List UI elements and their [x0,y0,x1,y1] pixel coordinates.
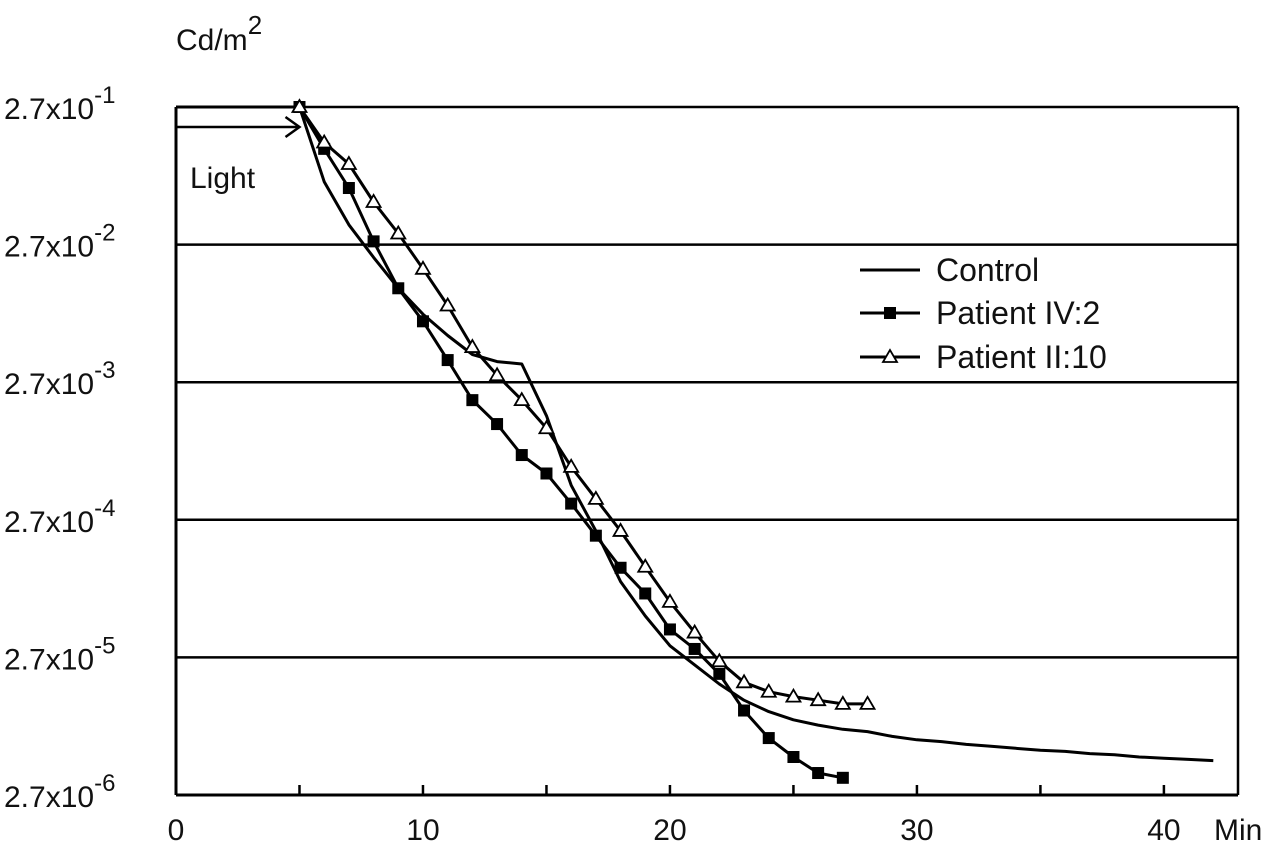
y-tick-base: 2.7x10 [4,781,94,814]
light-arrow-head [284,115,302,139]
y-tick-label: 2.7x10-3 [4,357,115,401]
square-marker [441,354,454,367]
y-axis-unit-superscript: 2 [248,10,262,40]
triangle-marker [881,348,899,363]
x-tick-label: 40 [1147,814,1180,844]
y-tick-label: 2.7x10-2 [4,220,115,264]
legend-label: Patient IV:2 [936,295,1100,331]
y-axis-label: Cd/m2 [176,10,262,57]
square-marker [713,667,726,680]
square-marker [342,182,355,195]
legend-label: Patient II:10 [936,339,1107,375]
triangle-marker [661,593,679,608]
triangle-marker [389,224,407,240]
y-tick-label: 2.7x10-1 [4,82,115,126]
y-tick-exponent: -3 [94,357,115,384]
triangle-marker [340,155,358,170]
light-annotation: Light [176,115,302,195]
square-marker [884,307,896,319]
series-line [176,105,1214,763]
square-marker [589,529,602,542]
y-tick-exponent: -2 [94,220,115,247]
y-tick-base: 2.7x10 [4,231,94,264]
gridlines [176,105,1240,795]
triangle-marker [760,682,778,698]
square-marker [663,623,676,636]
triangle-marker [587,490,605,505]
y-tick-exponent: -6 [94,770,115,797]
square-marker [614,561,627,574]
square-marker [392,282,405,295]
triangle-marker [290,98,309,113]
triangle-marker [686,623,704,639]
triangle-marker [315,133,333,149]
square-marker [466,394,479,407]
triangle-marker [463,338,481,353]
square-marker [762,732,775,745]
square-marker [639,587,652,600]
x-tick-label: 20 [653,814,686,844]
x-tick-labels: 0 10 20 30 40 [168,814,1181,844]
y-tick-labels: 2.7x10-12.7x10-22.7x10-32.7x10-42.7x10-5… [4,82,115,814]
triangle-marker [858,695,877,710]
axes [174,107,1238,797]
triangle-marker [562,458,580,473]
y-tick-base: 2.7x10 [4,368,94,401]
triangle-marker [809,691,827,707]
x-tick-label: 10 [406,814,439,844]
x-tick-label: 30 [900,814,933,844]
y-tick-base: 2.7x10 [4,506,94,539]
square-marker [540,467,553,480]
square-marker [565,497,578,510]
square-marker [367,235,380,248]
triangle-marker [784,687,803,703]
square-marker [787,750,800,763]
series-patient-ii-10 [290,98,877,710]
series-patient-iv-2 [293,101,849,784]
y-tick-label: 2.7x10-4 [4,495,115,539]
square-marker [515,449,528,462]
triangle-marker [537,419,556,435]
square-marker [812,767,825,780]
y-tick-base: 2.7x10 [4,643,94,676]
series-line [298,106,868,706]
y-tick-label: 2.7x10-5 [4,632,115,676]
y-tick-exponent: -4 [94,495,115,522]
triangle-marker [365,193,383,208]
legend-item: Control [860,252,1039,288]
triangle-marker [513,391,531,407]
light-label: Light [190,162,256,195]
series-layer [176,98,1214,784]
triangle-marker [834,695,852,710]
triangle-marker [735,673,753,689]
legend-label: Control [936,252,1039,288]
triangle-marker [488,366,506,382]
series-control [176,105,1214,763]
legend-item: Patient IV:2 [860,295,1100,331]
square-marker [416,315,429,328]
square-marker [836,771,849,784]
square-marker [688,642,701,655]
triangle-marker [636,557,654,573]
x-tick-label: 0 [168,814,185,844]
triangle-marker [611,522,630,537]
y-tick-exponent: -1 [94,82,115,109]
y-tick-exponent: -5 [94,632,115,659]
y-tick-base: 2.7x10 [4,93,94,126]
square-marker [491,418,504,431]
y-tick-label: 2.7x10-6 [4,770,115,814]
x-axis-label: Min [1214,814,1262,844]
triangle-marker [710,652,728,668]
y-axis-unit: Cd/m [176,24,248,57]
legend-item: Patient II:10 [860,339,1107,375]
square-marker [738,704,751,717]
triangle-marker [414,260,432,275]
legend: Control Patient IV:2 Patient II:10 [860,252,1107,375]
triangle-marker [439,296,457,312]
